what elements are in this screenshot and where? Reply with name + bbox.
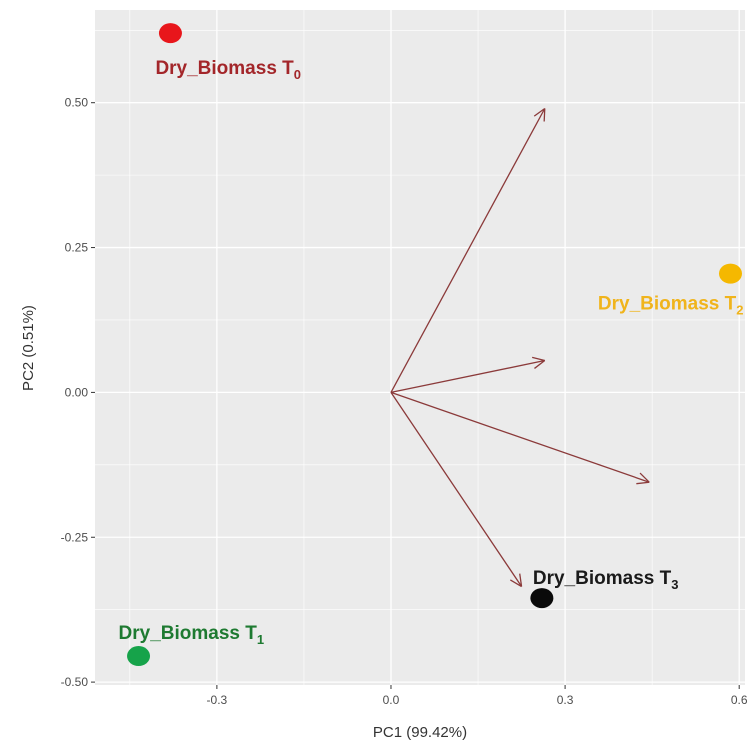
sample-point-T1: Dry_Biomass T1 xyxy=(119,623,265,667)
y-axis-ticks: -0.50 -0.25 0.00 0.25 0.50 xyxy=(61,96,95,689)
loading-arrow xyxy=(390,356,546,394)
point-marker xyxy=(127,646,151,667)
point-label: Dry_Biomass T1 xyxy=(119,623,265,647)
point-marker xyxy=(718,263,742,284)
y-tick-label: 0.00 xyxy=(65,385,89,399)
sample-points: Dry_Biomass T0 Dry_Biomass T1 Dry_Biomass … xyxy=(119,23,744,667)
sample-point-T0: Dry_Biomass T0 xyxy=(155,23,301,82)
loading-arrow xyxy=(390,391,650,485)
plot-panel xyxy=(95,10,745,685)
point-marker xyxy=(530,588,554,609)
loading-arrow xyxy=(390,392,523,588)
y-tick-label: -0.50 xyxy=(61,675,89,689)
x-axis-ticks: -0.3 0.0 0.3 0.6 xyxy=(207,685,748,707)
x-tick-label: 0.6 xyxy=(731,693,748,707)
y-tick-label: -0.25 xyxy=(61,530,89,544)
y-tick-label: 0.25 xyxy=(65,241,89,255)
grid-minor xyxy=(95,10,745,685)
x-tick-label: 0.0 xyxy=(383,693,400,707)
x-tick-label: 0.3 xyxy=(557,693,574,707)
loading-arrow xyxy=(390,107,546,393)
sample-point-T3: Dry_Biomass T3 xyxy=(530,568,679,609)
grid-major xyxy=(95,10,745,685)
x-axis-title: PC1 (99.42%) xyxy=(373,724,467,741)
point-marker xyxy=(158,23,182,44)
x-tick-label: -0.3 xyxy=(207,693,228,707)
sample-point-T2: Dry_Biomass T2 xyxy=(598,263,744,318)
point-label: Dry_Biomass T2 xyxy=(598,294,744,318)
loading-arrows xyxy=(390,107,650,588)
y-tick-label: 0.50 xyxy=(65,96,89,110)
y-axis-title: PC2 (0.51%) xyxy=(20,305,37,391)
point-label: Dry_Biomass T3 xyxy=(533,568,679,592)
point-label: Dry_Biomass T0 xyxy=(155,58,301,82)
